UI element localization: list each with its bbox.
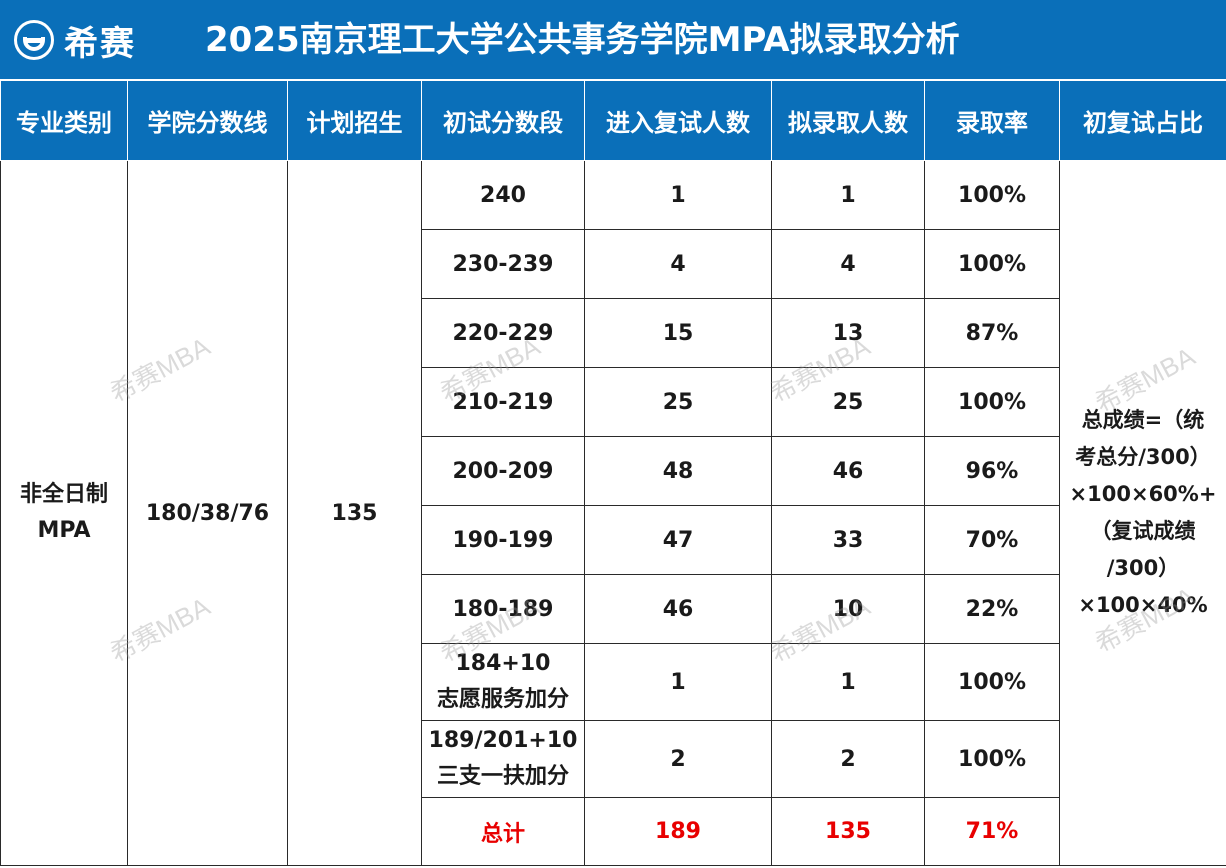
logo-text: 希赛 [64,23,136,64]
retest-cell: 15 [584,298,772,368]
retest-cell: 46 [584,574,772,644]
table-row: 180-189 46 10 22% [1,574,1226,644]
total-row: 总计 189 135 71% [1,797,1226,866]
table-row: 非全日制 MPA 180/38/76 135 240 1 1 100% 总成绩=… [0,160,1226,866]
retest-cell: 47 [584,505,772,575]
admit-cell: 25 [771,367,925,437]
rule-line: 总成绩=（统 [1081,408,1205,432]
retest-cell: 1 [584,643,772,721]
score-range-line1: 189/201+10 [428,728,578,753]
col-header-score-range: 初试分数段 [421,80,585,161]
col-header-admit-rate: 录取率 [924,80,1060,161]
rate-cell: 70% [924,505,1060,575]
score-range-cell: 230-239 [421,229,585,299]
col-header-program: 专业类别 [0,80,128,161]
score-range-line2: 志愿服务加分 [436,687,569,712]
rule-line: 考总分/300） [1075,445,1211,469]
retest-cell: 1 [584,160,772,230]
score-range-cell: 190-199 [421,505,585,575]
program-cell: 非全日制 MPA [0,160,128,866]
score-range-cell: 184+10 志愿服务加分 [421,643,585,721]
table-row: 230-239 4 4 100% [1,229,1226,299]
table-row: 210-219 25 25 100% [1,367,1226,437]
rate-cell: 100% [924,367,1060,437]
admit-cell: 4 [771,229,925,299]
plan-cell: 135 [287,160,422,866]
rate-cell: 100% [924,643,1060,721]
total-retest: 189 [584,797,772,866]
score-range-line2: 三支一扶加分 [436,764,569,789]
retest-cell: 25 [584,367,772,437]
score-range-cell: 180-189 [421,574,585,644]
score-range-cell: 220-229 [421,298,585,368]
program-line2: MPA [37,518,91,543]
cutoff-cell: 180/38/76 [127,160,288,866]
table-row: 190-199 47 33 70% [1,505,1226,575]
admission-table: 专业类别 学院分数线 计划招生 初试分数段 进入复试人数 拟录取人数 录取率 初… [0,80,1226,866]
weight-rule-cell: 总成绩=（统 考总分/300） ×100×60%+ （复试成绩 /300） ×1… [1059,160,1226,866]
admit-cell: 33 [771,505,925,575]
table-row: 189/201+10 三支一扶加分 2 2 100% [1,720,1226,798]
col-header-retest-count: 进入复试人数 [584,80,772,161]
rule-line: （复试成绩 [1090,519,1196,543]
rate-cell: 87% [924,298,1060,368]
rule-line: ×100×60%+ [1069,482,1217,506]
score-range-cell: 200-209 [421,436,585,506]
page-title: 2025南京理工大学公共事务学院MPA拟录取分析 [205,20,960,60]
admit-cell: 1 [771,160,925,230]
program-line1: 非全日制 [19,482,108,507]
rate-cell: 100% [924,229,1060,299]
rate-cell: 100% [924,160,1060,230]
retest-cell: 4 [584,229,772,299]
rule-line: ×100×40% [1078,593,1208,617]
table-row: 200-209 48 46 96% [1,436,1226,506]
table-row: 220-229 15 13 87% [1,298,1226,368]
retest-cell: 48 [584,436,772,506]
admit-cell: 46 [771,436,925,506]
table-row: 184+10 志愿服务加分 1 1 100% [1,643,1226,721]
total-rate: 71% [924,797,1060,866]
logo-icon [14,20,54,60]
col-header-admit-count: 拟录取人数 [771,80,925,161]
rate-cell: 22% [924,574,1060,644]
total-label: 总计 [421,797,585,866]
col-header-plan: 计划招生 [287,80,422,161]
score-range-line1: 184+10 [455,651,551,676]
score-range-cell: 189/201+10 三支一扶加分 [421,720,585,798]
header-row: 专业类别 学院分数线 计划招生 初试分数段 进入复试人数 拟录取人数 录取率 初… [0,80,1226,161]
admit-cell: 1 [771,643,925,721]
brand-logo: 希赛 [14,16,136,64]
admit-cell: 13 [771,298,925,368]
admit-cell: 10 [771,574,925,644]
retest-cell: 2 [584,720,772,798]
score-range-cell: 210-219 [421,367,585,437]
col-header-weight-ratio: 初复试占比 [1059,80,1226,161]
admit-cell: 2 [771,720,925,798]
col-header-cutoff: 学院分数线 [127,80,288,161]
title-bar: 希赛 2025南京理工大学公共事务学院MPA拟录取分析 [0,0,1226,80]
rate-cell: 96% [924,436,1060,506]
total-admit: 135 [771,797,925,866]
rule-line: /300） [1106,556,1180,580]
score-range-cell: 240 [421,160,585,230]
rate-cell: 100% [924,720,1060,798]
